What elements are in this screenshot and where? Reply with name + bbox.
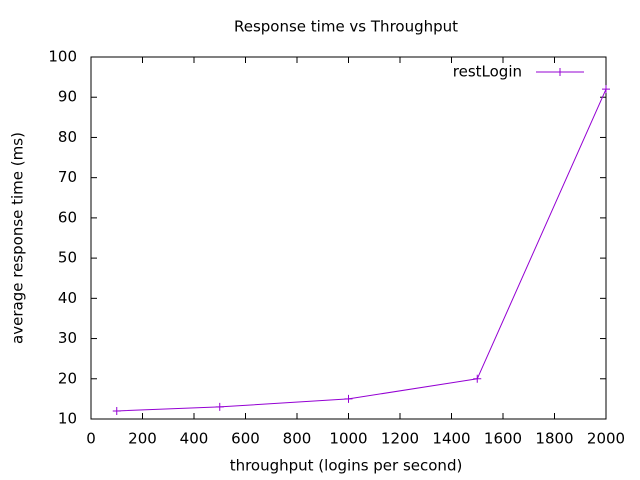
x-tick-label: 800 <box>283 430 312 448</box>
y-tick-label: 60 <box>58 208 77 226</box>
x-tick-label: 1800 <box>535 430 573 448</box>
y-tick-label: 20 <box>58 369 77 387</box>
x-tick-label: 0 <box>86 430 96 448</box>
y-tick-label: 90 <box>58 88 77 106</box>
y-tick-label: 70 <box>58 168 77 186</box>
x-tick-label: 200 <box>128 430 157 448</box>
y-tick-label: 10 <box>58 410 77 428</box>
x-tick-label: 1400 <box>432 430 470 448</box>
point-marker <box>473 374 482 383</box>
x-tick-label: 1600 <box>484 430 522 448</box>
series-line <box>116 88 607 412</box>
point-marker <box>112 406 121 415</box>
x-tick-label: 2000 <box>587 430 625 448</box>
point-marker <box>602 85 610 94</box>
x-tick-label: 400 <box>180 430 209 448</box>
x-axis-label: throughput (logins per second) <box>230 457 463 475</box>
chart-title: Response time vs Throughput <box>234 18 458 36</box>
plot-frame <box>90 56 607 420</box>
legend-label: restLogin <box>453 63 522 81</box>
x-tick-label: 1000 <box>329 430 367 448</box>
x-tick-label: 1200 <box>381 430 419 448</box>
y-tick-label: 80 <box>58 128 77 146</box>
y-tick-label: 40 <box>58 289 77 307</box>
y-tick-label: 100 <box>48 48 77 66</box>
y-tick-label: 50 <box>58 249 77 267</box>
x-tick-label: 600 <box>231 430 260 448</box>
y-tick-label: 30 <box>58 329 77 347</box>
point-marker <box>344 394 353 403</box>
point-marker <box>215 402 224 411</box>
y-axis-label: average response time (ms) <box>9 132 27 344</box>
legend-marker <box>556 68 564 76</box>
